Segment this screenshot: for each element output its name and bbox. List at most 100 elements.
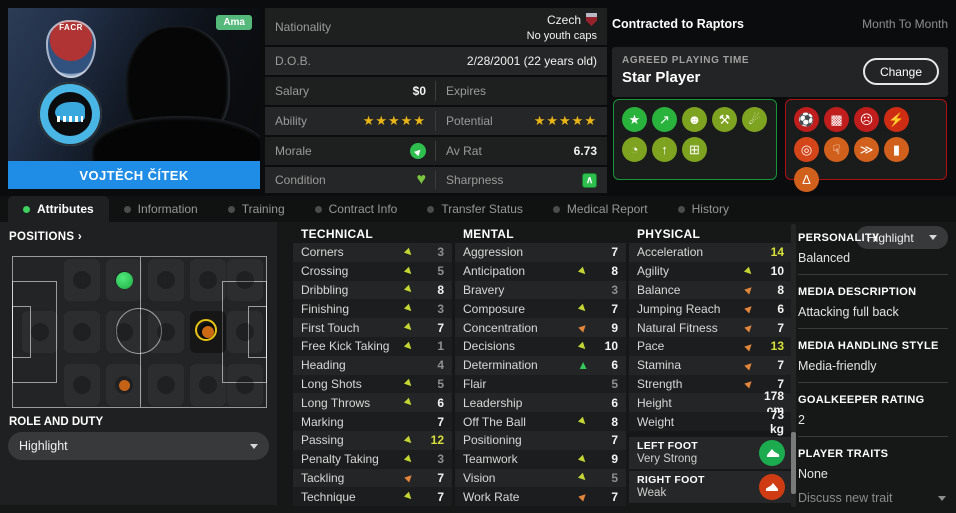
cone-up-icon: ↑ [652,137,677,162]
tab-information[interactable]: Information [109,196,213,222]
attribute-value: 7 [611,489,618,504]
tab-status-dot [227,205,235,213]
sharpness-label: Sharpness [446,173,504,187]
scrollbar-thumb[interactable] [791,432,796,494]
tab-training[interactable]: Training [213,196,300,222]
salary-value: $0 [412,84,426,98]
player-name: VOJTĚCH ČÍTEK [8,161,260,189]
right-foot-icon [759,474,785,500]
avrat-value: 6.73 [573,144,597,158]
tab-status-dot [314,205,322,213]
tab-transfer-status[interactable]: Transfer Status [412,196,538,222]
attribute-value: 7 [611,245,618,260]
profile-section-header: PERSONALITY [798,232,880,244]
mental-attributes-column: MENTAL Aggression 7 Anticipation ▶ 8 Bravery 3 C… [455,224,626,507]
attribute-row-balance: Balance ▶ 8 [629,280,792,300]
tab-label: Transfer Status [441,202,523,216]
attribute-row-flair: Flair 5 [455,374,626,394]
expires-label: Expires [446,84,487,98]
positions-highlight-dropdown[interactable]: Highlight [856,226,948,249]
attribute-row-aggression: Aggression 7 [455,243,626,262]
attribute-value: 7 [777,320,784,335]
bib-icon: ▩ [824,107,849,132]
role-duty-dropdown[interactable]: Highlight [8,432,269,460]
ability-stars: ★★★★★ [362,113,426,128]
tab-history[interactable]: History [663,196,744,222]
pitch-center-circle [115,308,162,354]
attribute-value: 3 [437,452,444,467]
attribute-value: 7 [611,433,618,448]
morale-avrat-row: Morale ▶ Av Rat 6.73 [265,137,607,165]
selected-position-ring [195,319,217,341]
tab-attributes[interactable]: Attributes [8,196,109,222]
star-icon: ★ [622,107,647,132]
raptor-teeth-icon [57,116,83,122]
potential-cell: Potential ★★★★★ [436,107,607,135]
attribute-label: Flair [463,376,487,391]
boot-kick-icon: ☄ [742,107,767,132]
profile-section-value: 2 [798,413,805,427]
tab-label: Training [241,202,285,216]
attribute-value: 5 [611,376,618,391]
attribute-value: 10 [770,264,784,279]
change-button[interactable]: Change [862,58,939,85]
cone-sad-icon: ☹ [854,107,879,132]
attribute-value: 8 [611,264,618,279]
attribute-row-anticipation: Anticipation ▶ 8 [455,261,626,281]
attribute-value: 9 [611,452,618,467]
chevron-down-icon [250,443,258,449]
header-area: FACR Ama VOJTĚCH ČÍTEK Nationality Czech [0,0,956,196]
attribute-value: 6 [777,301,784,316]
technical-header: TECHNICAL [301,226,374,241]
attribute-value: 6 [611,395,618,410]
tab-status-dot [677,205,685,213]
attribute-value: 5 [437,376,444,391]
discuss-new-trait-dropdown[interactable]: Discuss new trait [798,491,948,505]
attribute-value: 6 [437,395,444,410]
club-crest [38,82,102,146]
fa-crest-text: FACR [59,23,83,32]
tab-medical-report[interactable]: Medical Report [538,196,663,222]
attribute-value: 7 [777,376,784,391]
attribute-value: 73 kg [769,407,784,436]
attribute-row-jumping-reach: Jumping Reach ▶ 6 [629,299,792,319]
positions-header[interactable]: POSITIONS › [9,231,82,243]
player-info-panel: Nationality Czech No youth caps D.O.B. 2… [265,8,607,193]
attribute-label: Positioning [463,433,522,448]
attribute-label: Height [637,395,672,410]
technical-attributes-column: TECHNICAL Corners ▶ 3 Crossing ▶ 5 Dribbling ▶ 8 F… [293,224,452,507]
attribute-row-passing: Passing ▶ 12 [293,430,452,450]
chevron-down-icon [938,495,946,501]
player-traits-section: PLAYER TRAITS None Discuss new trait [798,444,948,513]
attribute-value: 5 [437,264,444,279]
attribute-label: Bravery [463,282,505,297]
positions-panel: POSITIONS › Highlight ROLE AND DUTY High… [0,222,948,505]
contract-panel: Contracted to Raptors Month To Month AGR… [612,8,948,193]
tab-status-dot [427,205,435,213]
profile-section-header: GOALKEEPER RATING [798,394,925,406]
position-cell [227,364,263,406]
condition-heart-icon: ♥ [416,171,427,188]
position-cell [148,259,184,301]
attribute-row-pace: Pace ▶ 13 [629,336,792,356]
attribute-label: Technique [301,489,356,504]
attribute-row-concentration: Concentration ▶ 9 [455,318,626,337]
dob-row: D.O.B. 2/28/2001 (22 years old) [265,47,607,75]
tab-label: Contract Info [328,202,398,216]
profile-section-media-handling-style: MEDIA HANDLING STYLE Media-friendly [798,336,948,383]
attribute-label: Weight [637,414,675,429]
agreed-playing-time-box: AGREED PLAYING TIME Star Player Change [612,47,948,97]
attribute-value: 7 [777,358,784,373]
position-cell [227,259,263,301]
tab-contract-info[interactable]: Contract Info [300,196,413,222]
salary-cell: Salary $0 [265,77,436,105]
attributes-scrollbar[interactable] [791,224,796,507]
attribute-label: Crossing [301,264,349,279]
attribute-row-stamina: Stamina ▶ 7 [629,355,792,375]
attribute-row-first-touch: First Touch ▶ 7 [293,318,452,337]
profile-section-value: Media-friendly [798,359,877,373]
attribute-label: Corners [301,245,344,260]
attribute-value: 3 [437,301,444,316]
position-cell [64,364,100,406]
